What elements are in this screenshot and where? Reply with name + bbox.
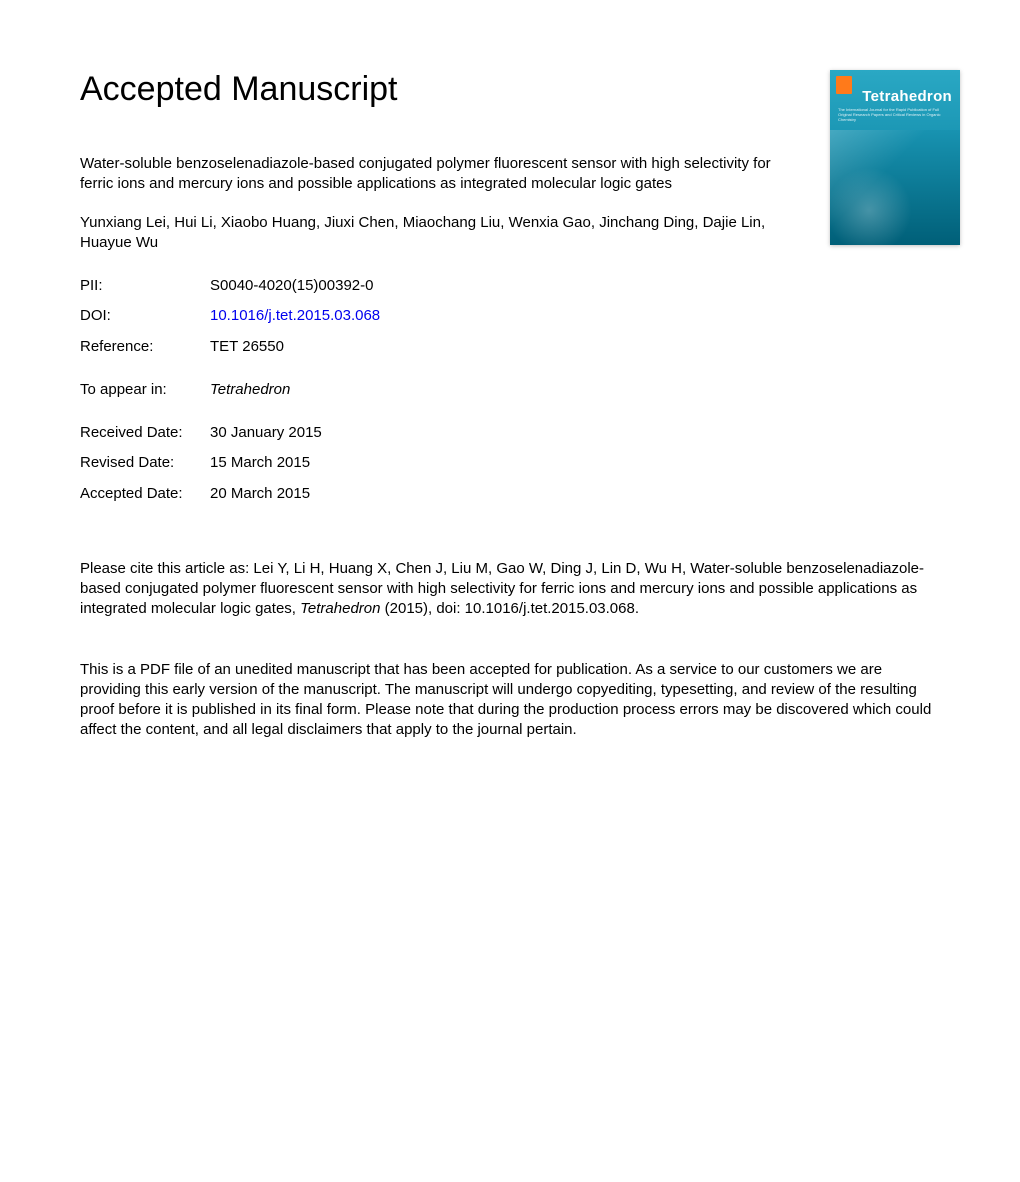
citation-paragraph: Please cite this article as: Lei Y, Li H… — [80, 559, 940, 620]
meta-label: Reference: — [80, 332, 210, 362]
meta-row-accepted: Accepted Date: 20 March 2015 — [80, 479, 380, 509]
meta-row-reference: Reference: TET 26550 — [80, 332, 380, 362]
meta-value: 15 March 2015 — [210, 448, 380, 478]
article-title: Water-soluble benzoselenadiazole-based c… — [80, 154, 790, 195]
disclaimer-paragraph: This is a PDF file of an unedited manusc… — [80, 660, 940, 741]
meta-row-doi: DOI: 10.1016/j.tet.2015.03.068 — [80, 301, 380, 331]
meta-label: To appear in: — [80, 362, 210, 405]
meta-value: 10.1016/j.tet.2015.03.068 — [210, 301, 380, 331]
article-authors: Yunxiang Lei, Hui Li, Xiaobo Huang, Jiux… — [80, 213, 790, 254]
citation-suffix: (2015), doi: 10.1016/j.tet.2015.03.068. — [380, 600, 639, 617]
meta-value: Tetrahedron — [210, 362, 380, 405]
meta-row-revised: Revised Date: 15 March 2015 — [80, 448, 380, 478]
meta-label: Received Date: — [80, 405, 210, 448]
cover-journal-subtitle: The International Journal for the Rapid … — [838, 108, 952, 122]
meta-row-appear: To appear in: Tetrahedron — [80, 362, 380, 405]
cover-journal-title: Tetrahedron — [862, 88, 952, 105]
doi-link[interactable]: 10.1016/j.tet.2015.03.068 — [210, 307, 380, 324]
meta-value: 20 March 2015 — [210, 479, 380, 509]
meta-label: PII: — [80, 271, 210, 301]
metadata-table: PII: S0040-4020(15)00392-0 DOI: 10.1016/… — [80, 271, 380, 509]
meta-value: S0040-4020(15)00392-0 — [210, 271, 380, 301]
meta-value: 30 January 2015 — [210, 405, 380, 448]
meta-label: Revised Date: — [80, 448, 210, 478]
publisher-badge-icon — [836, 76, 852, 94]
cover-artwork — [830, 130, 960, 245]
journal-cover-thumbnail: Tetrahedron The International Journal fo… — [830, 70, 960, 245]
meta-label: DOI: — [80, 301, 210, 331]
page: Tetrahedron The International Journal fo… — [0, 0, 1020, 801]
citation-journal: Tetrahedron — [300, 600, 380, 617]
meta-value: TET 26550 — [210, 332, 380, 362]
meta-row-pii: PII: S0040-4020(15)00392-0 — [80, 271, 380, 301]
page-heading: Accepted Manuscript — [80, 70, 940, 109]
meta-label: Accepted Date: — [80, 479, 210, 509]
meta-row-received: Received Date: 30 January 2015 — [80, 405, 380, 448]
